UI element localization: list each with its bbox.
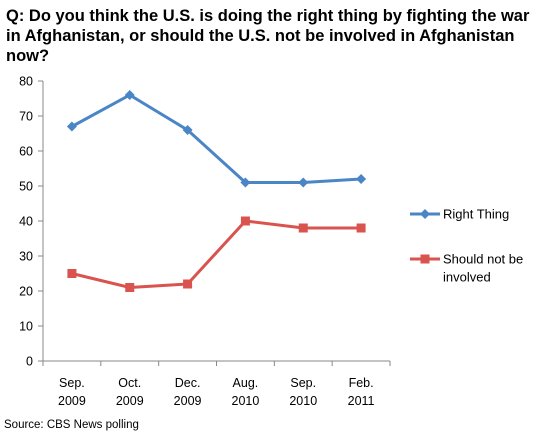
x-tick-label-line: 2010 — [289, 394, 317, 408]
x-tick-label-line: 2010 — [232, 394, 260, 408]
data-point-diamond — [124, 90, 135, 100]
data-point-square — [67, 269, 77, 278]
x-tick-label-line: Feb. — [349, 376, 374, 390]
legend-label-line: involved — [443, 270, 491, 285]
x-tick-label-line: Aug. — [233, 376, 259, 390]
data-point-diamond — [298, 177, 309, 188]
y-tick-label: 70 — [19, 110, 33, 124]
legend-label-line: Right Thing — [443, 207, 509, 222]
y-tick-label: 10 — [19, 320, 33, 334]
y-tick-label: 60 — [19, 145, 33, 159]
data-point-diamond — [356, 174, 367, 184]
legend-label: Should not be involved — [443, 252, 523, 285]
y-tick-label: 40 — [19, 215, 33, 229]
chart-series-layer — [66, 90, 367, 292]
x-tick-label-line: Sep. — [290, 376, 316, 390]
x-tick-label-line: 2011 — [348, 394, 375, 408]
series-0 — [66, 90, 367, 188]
x-tick-label-line: Dec. — [175, 376, 201, 390]
data-point-square — [356, 223, 366, 233]
data-point-square — [183, 279, 193, 289]
x-tick-label: Aug. 2010 — [232, 376, 260, 408]
chart-title: Q: Do you think the U.S. is doing the ri… — [6, 7, 530, 65]
y-tick-label: 20 — [19, 285, 33, 299]
x-tick-label: Oct. 2009 — [116, 376, 144, 408]
series-line — [71, 93, 362, 184]
legend-entry-0: Right Thing — [410, 207, 509, 222]
data-point-diamond — [240, 177, 251, 188]
series-line — [71, 219, 362, 289]
x-tick-label-line: Oct. — [118, 376, 141, 390]
y-tick-label: 30 — [19, 250, 33, 264]
x-tick-label-line: 2009 — [58, 394, 86, 408]
x-tick-label: Dec. 2009 — [174, 376, 202, 408]
x-tick-label: Sep. 2009 — [58, 376, 86, 408]
data-point-square — [125, 283, 135, 292]
chart-axes: 0 10 20 30 40 50 60 70 80 Sep. 2009 Oct. 2009 Dec. 200… — [19, 75, 391, 408]
data-point-diamond — [182, 125, 193, 135]
y-tick-label: 0 — [26, 355, 33, 369]
x-tick-label: Sep. 2010 — [289, 376, 317, 408]
source-note: Source: CBS News polling — [4, 419, 139, 431]
legend-marker-diamond — [420, 209, 430, 219]
legend-label: Right Thing — [443, 207, 509, 222]
data-point-square — [298, 223, 308, 233]
data-point-square — [240, 216, 250, 226]
y-tick-label: 80 — [19, 75, 33, 89]
y-tick-label: 50 — [19, 180, 33, 194]
x-tick-label-line: 2009 — [174, 394, 202, 408]
legend-marker-square — [420, 254, 430, 264]
series-1 — [67, 216, 366, 292]
x-tick-label-line: 2009 — [116, 394, 144, 408]
x-tick-label-line: Sep. — [59, 376, 85, 390]
legend-label-line: Should not be — [443, 252, 523, 267]
x-tick-label: Feb. 2011 — [348, 376, 375, 408]
chart-legend: Right Thing Should not be involved — [410, 207, 523, 285]
legend-entry-1: Should not be involved — [410, 252, 523, 285]
data-point-diamond — [66, 121, 77, 132]
